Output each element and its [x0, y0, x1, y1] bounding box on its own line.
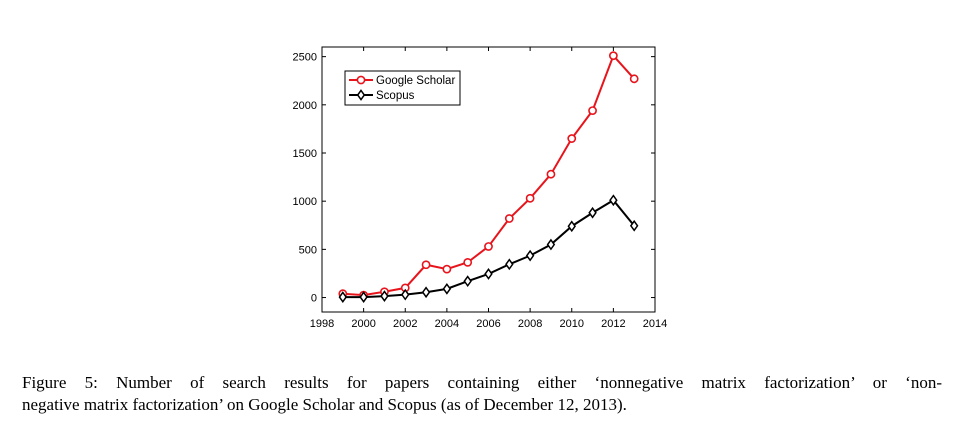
legend-marker-scopus — [356, 89, 366, 101]
data-point-scopus — [629, 219, 639, 232]
data-point-scopus — [484, 268, 493, 280]
data-point-google-scholar — [421, 260, 431, 270]
y-tick-label: 0 — [311, 293, 317, 305]
data-point-google-scholar — [546, 169, 556, 179]
series-layer — [338, 51, 639, 303]
x-tick-label: 2002 — [393, 318, 417, 330]
data-point-scopus — [380, 290, 389, 302]
data-point-scopus — [338, 291, 348, 303]
data-point-scopus — [359, 291, 368, 303]
data-point-google-scholar — [463, 257, 473, 267]
data-point-scopus — [588, 206, 597, 219]
data-point-scopus — [401, 288, 410, 301]
chart: 1998 2000 2002 2004 2006 2008 2010 2012 2014 0 500… — [293, 46, 667, 330]
legend-box — [344, 70, 461, 106]
data-point-scopus — [463, 275, 472, 288]
data-point-google-scholar — [567, 134, 577, 143]
plot-area: 1998 2000 2002 2004 2006 2008 2010 2012 2014 0 500… — [293, 46, 667, 330]
y-tick-label: 1000 — [293, 196, 317, 208]
y-tick-label: 2500 — [293, 52, 317, 64]
y-tick-label: 500 — [299, 244, 317, 256]
series-scopus — [338, 194, 639, 303]
data-point-google-scholar — [442, 264, 452, 274]
data-point-google-scholar — [608, 51, 618, 61]
data-point-google-scholar — [588, 106, 597, 115]
data-point-scopus — [525, 249, 535, 262]
x-tick-label: 2010 — [560, 318, 584, 330]
legend: Google Scholar Scopus — [344, 70, 461, 106]
data-point-google-scholar — [484, 242, 493, 251]
data-point-scopus — [421, 286, 431, 299]
x-tick-label: 2012 — [601, 318, 625, 330]
data-point-google-scholar — [525, 193, 535, 203]
data-point-google-scholar — [504, 214, 514, 223]
data-point-scopus — [442, 282, 452, 295]
caption-line-1: Figure 5: Number of search results for p… — [22, 373, 942, 392]
legend-marker-google-scholar — [356, 75, 366, 85]
caption-line-2: negative matrix factorization’ on Google… — [22, 395, 627, 414]
legend-item-scopus: Scopus — [349, 89, 415, 102]
data-point-scopus — [567, 220, 576, 233]
x-tick-label: 2014 — [643, 318, 667, 330]
legend-item-google-scholar: Google Scholar — [349, 75, 455, 87]
legend-label-scopus: Scopus — [376, 90, 415, 102]
data-point-google-scholar — [629, 74, 639, 84]
y-tick-label: 1500 — [293, 148, 317, 160]
x-tick-label: 2004 — [435, 318, 459, 330]
figure-caption: Figure 5: Number of search results for p… — [22, 372, 942, 416]
data-point-scopus — [546, 238, 556, 251]
legend-label-google-scholar: Google Scholar — [376, 75, 455, 87]
x-tick-label: 2000 — [351, 318, 375, 330]
x-tick-label: 2008 — [518, 318, 542, 330]
data-point-scopus — [609, 194, 618, 207]
x-tick-label: 1998 — [310, 318, 334, 330]
x-tick-label: 2006 — [476, 318, 500, 330]
y-tick-label: 2000 — [293, 100, 317, 112]
data-point-scopus — [505, 258, 514, 271]
